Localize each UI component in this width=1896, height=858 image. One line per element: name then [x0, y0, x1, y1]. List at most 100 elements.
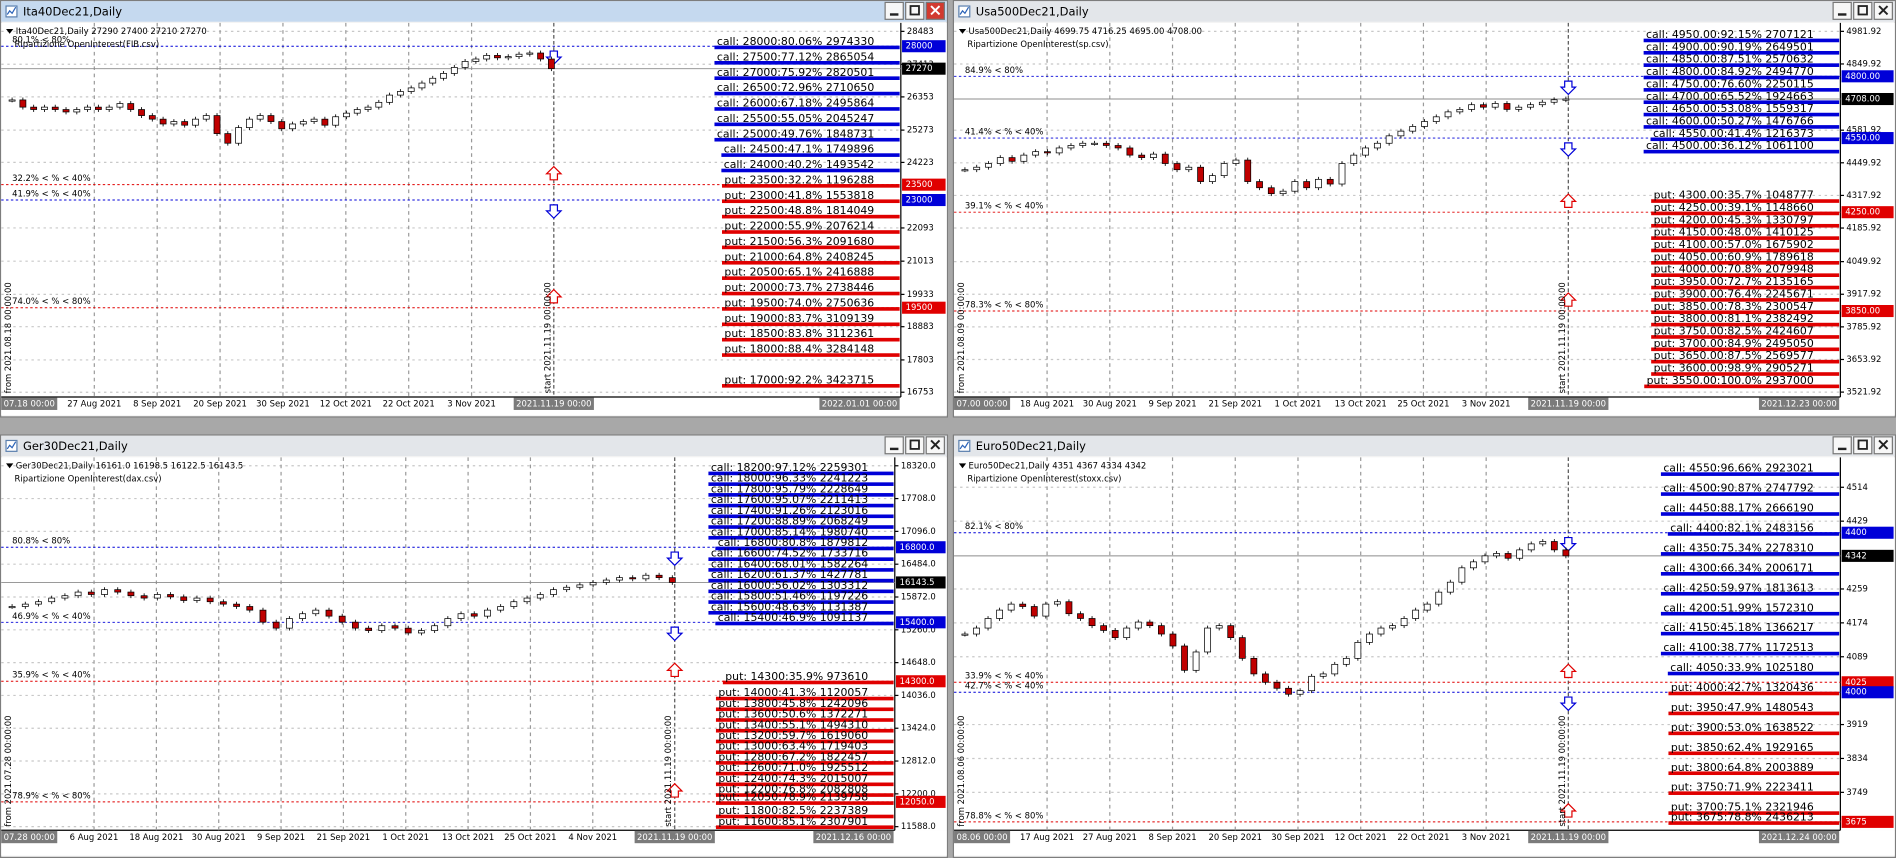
open-interest-bar	[721, 245, 900, 250]
window-icon	[958, 5, 971, 18]
candle-body	[1126, 147, 1134, 156]
open-interest-label: call: 17000:85.14% 1980740	[711, 525, 868, 538]
x-tick-label: 1 Oct 2021	[382, 832, 429, 842]
y-tick-label: 3785.92	[1846, 321, 1881, 331]
candle-body	[396, 91, 404, 96]
title-bar	[954, 435, 1895, 457]
candle-body	[1308, 675, 1316, 692]
y-tick-label: 4089	[1846, 651, 1868, 661]
candle-body	[94, 106, 102, 110]
candle-body	[375, 101, 383, 108]
candle-body	[35, 601, 42, 605]
open-interest-bar	[1651, 261, 1840, 265]
maximize-button[interactable]	[905, 436, 925, 455]
maximize-button[interactable]	[1853, 436, 1873, 455]
open-interest-bar	[708, 471, 894, 476]
time-axis-area	[954, 397, 1895, 416]
open-interest-bar	[715, 801, 894, 805]
close-button[interactable]	[925, 1, 945, 20]
from-label: from 2021.08.09 00:00:00	[956, 282, 966, 393]
time-first-label-box	[954, 830, 1011, 844]
open-interest-bar	[721, 307, 900, 311]
price-marker-label: 12050.0	[900, 796, 935, 806]
time-first-label: 07.18 00:00	[4, 399, 55, 409]
minimize-button-face	[1832, 1, 1852, 20]
close-button[interactable]	[925, 436, 945, 455]
x-tick-label: 8 Sep 2021	[133, 399, 181, 409]
candle-body	[84, 106, 91, 110]
close-button[interactable]	[1873, 1, 1893, 20]
candle-body	[289, 123, 296, 130]
candle-body	[1279, 190, 1287, 195]
window-icon-glyph	[959, 6, 970, 15]
candle-body	[1538, 101, 1546, 106]
maximize-button[interactable]	[905, 1, 925, 20]
from-label: from 2021.08.18 00:00:00	[3, 282, 13, 393]
candle-body	[973, 627, 980, 635]
open-interest-label: call: 4500:90.87% 2747792	[1663, 482, 1813, 495]
candle-body	[259, 609, 267, 623]
minimize-button[interactable]	[884, 1, 904, 20]
candle-body	[1470, 561, 1477, 569]
window-title: Euro50Dec21,Daily	[976, 439, 1086, 453]
open-interest-bar	[1651, 199, 1840, 203]
candle-body	[1150, 153, 1157, 158]
candle-body	[224, 133, 232, 144]
price-marker-label: 4342	[1845, 550, 1867, 560]
candle-body	[74, 591, 82, 597]
price-marker-label: 3675	[1845, 816, 1867, 826]
maximize-glyph	[1857, 439, 1868, 450]
candle-body	[470, 613, 478, 617]
open-interest-label: put: 14300:35.9% 973610	[725, 670, 868, 683]
open-interest-bar	[1660, 552, 1840, 556]
open-interest-label: put: 13800:45.8% 1242096	[718, 697, 868, 710]
minimize-button[interactable]	[1832, 436, 1852, 455]
open-interest-label: put: 12800:67.2% 1822457	[718, 750, 868, 763]
open-interest-bar	[721, 260, 900, 265]
open-interest-label: call: 16000:56.02% 1303312	[711, 579, 868, 592]
minimize-button[interactable]	[1832, 1, 1852, 20]
candle-body	[973, 166, 981, 171]
y-tick-label: 14036.0	[901, 690, 936, 700]
open-interest-bar	[1643, 75, 1840, 80]
open-interest-bar	[1668, 771, 1840, 776]
up-arrow	[1559, 802, 1578, 818]
open-interest-bar	[1643, 149, 1840, 154]
open-interest-bar	[714, 45, 900, 50]
open-interest-bar	[715, 739, 894, 744]
candle-body	[1362, 147, 1369, 156]
maximize-button[interactable]	[1853, 1, 1873, 20]
open-interest-label: call: 16600:74.52% 1733716	[711, 547, 868, 560]
candle-body	[523, 597, 531, 603]
candle-body	[497, 606, 505, 611]
open-interest-label: call: 26500:72.96% 2710650	[717, 81, 874, 94]
open-interest-bar	[1643, 100, 1840, 105]
open-interest-bar	[1651, 285, 1840, 290]
open-interest-bar	[721, 168, 900, 173]
candle-body	[1350, 154, 1358, 164]
plot-area	[954, 457, 1841, 831]
time-end-label: 2022.01.01 00:00	[822, 399, 897, 409]
candle-body	[1267, 187, 1275, 195]
open-interest-bar	[1651, 248, 1840, 253]
open-interest-bar	[715, 621, 894, 626]
level-annotation: 42.7% < % < 40%	[965, 681, 1044, 691]
candle-body	[51, 106, 59, 110]
open-interest-bar	[1667, 532, 1840, 536]
minimize-button[interactable]	[884, 436, 904, 455]
up-arrow	[1559, 292, 1578, 307]
open-interest-bar	[708, 503, 894, 508]
y-tick-label: 4849.92	[1846, 58, 1881, 68]
level-annotation: 33.9% < % < 40%	[965, 671, 1044, 681]
open-interest-label: put: 22000:55.9% 2076214	[724, 220, 874, 233]
price-marker-box	[1841, 686, 1894, 699]
window-title: Usa500Dec21,Daily	[976, 5, 1089, 19]
open-interest-label: put: 4300.00:35.7% 1048777	[1654, 189, 1814, 202]
open-interest-label: put: 3750:71.9% 2223411	[1671, 781, 1814, 794]
candle-body	[431, 625, 439, 631]
open-interest-label: call: 18000:96.33% 2241223	[711, 472, 868, 485]
close-button[interactable]	[1873, 436, 1893, 455]
open-interest-label: call: 15400:46.9% 1091137	[718, 611, 868, 624]
open-interest-bar	[721, 384, 900, 388]
open-interest-label: call: 16800:80.8% 1879812	[718, 536, 868, 549]
